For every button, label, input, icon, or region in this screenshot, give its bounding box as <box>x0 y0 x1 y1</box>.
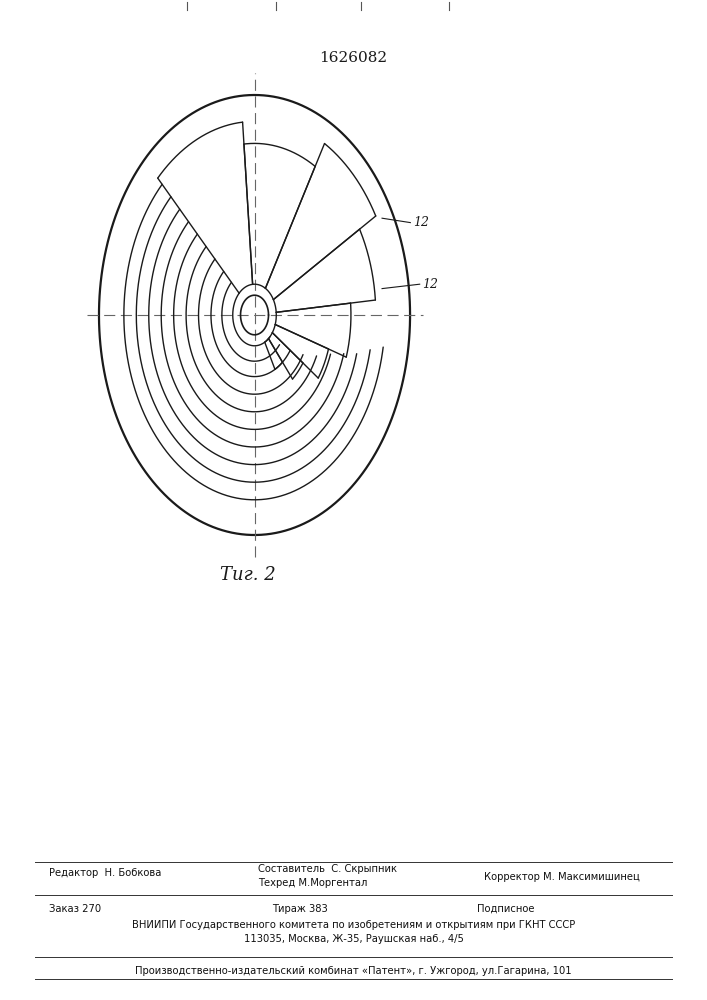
Text: Производственно-издательский комбинат «Патент», г. Ужгород, ул.Гагарина, 101: Производственно-издательский комбинат «П… <box>135 966 572 976</box>
Text: Корректор М. Максимишинец: Корректор М. Максимишинец <box>484 872 640 882</box>
Text: Техред М.Моргентал: Техред М.Моргентал <box>258 879 368 888</box>
Text: 12: 12 <box>423 278 438 291</box>
Text: 113035, Москва, Ж-35, Раушская наб., 4/5: 113035, Москва, Ж-35, Раушская наб., 4/5 <box>244 934 463 944</box>
Text: Подписное: Подписное <box>477 904 534 914</box>
Text: Тираж 383: Тираж 383 <box>272 904 328 914</box>
Text: Составитель  С. Скрыпник: Составитель С. Скрыпник <box>258 864 397 874</box>
Text: Τиг. 2: Τиг. 2 <box>220 566 275 584</box>
Text: 12: 12 <box>413 216 429 229</box>
Text: Редактор  Н. Бобкова: Редактор Н. Бобкова <box>49 867 162 878</box>
Text: ВНИИПИ Государственного комитета по изобретениям и открытиям при ГКНТ СССР: ВНИИПИ Государственного комитета по изоб… <box>132 920 575 930</box>
Text: Заказ 270: Заказ 270 <box>49 904 102 914</box>
Text: 1626082: 1626082 <box>320 51 387 65</box>
